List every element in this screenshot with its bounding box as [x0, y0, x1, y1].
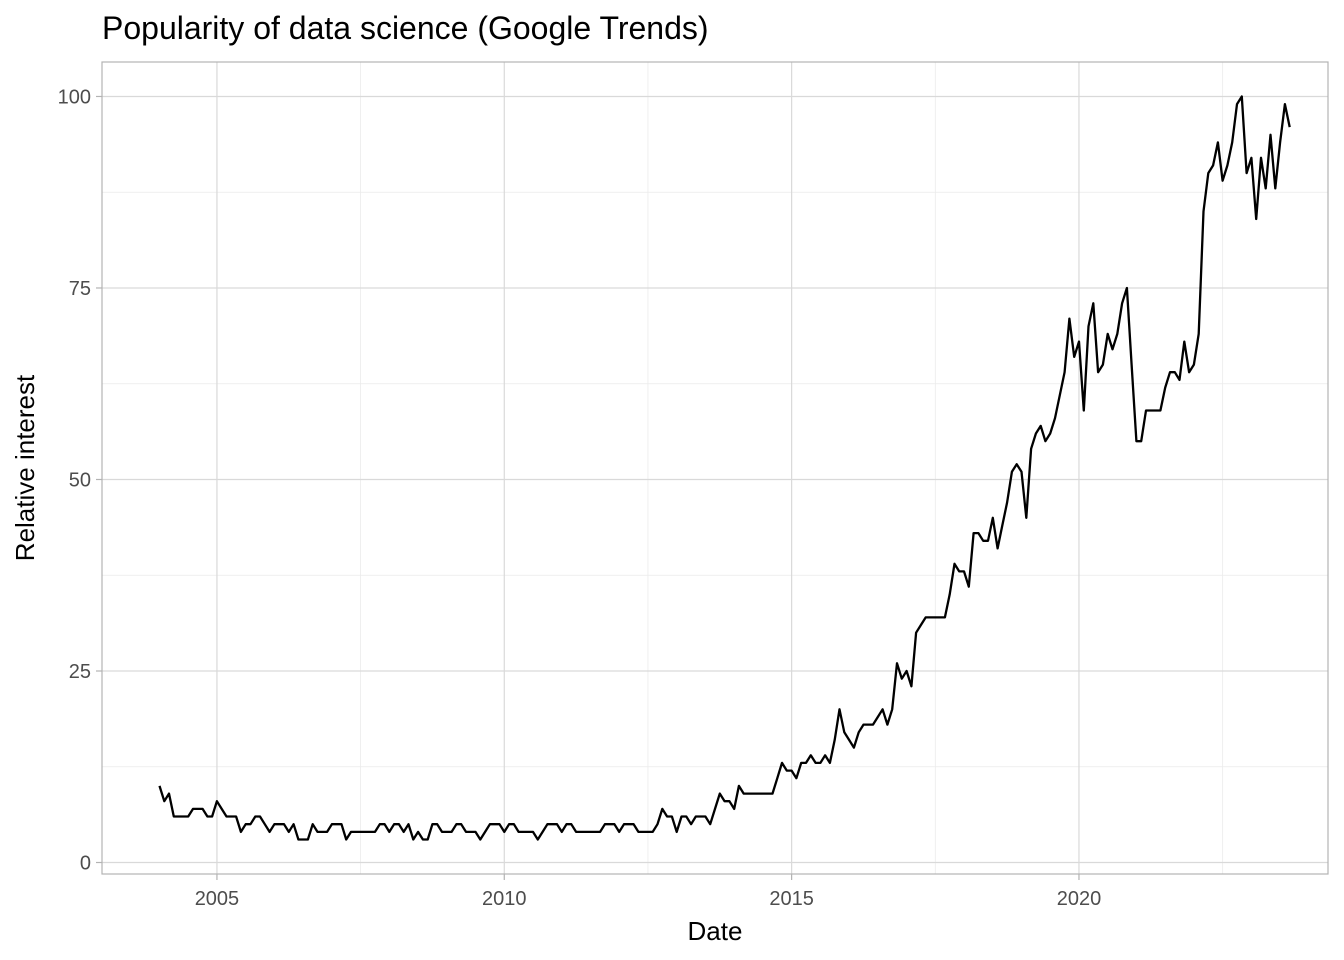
y-tick-label: 0 — [80, 853, 91, 875]
y-tick-label: 100 — [58, 86, 91, 108]
series-line — [158, 95, 1291, 841]
y-tick-label: 75 — [69, 278, 91, 300]
x-tick-label: 2020 — [1057, 888, 1102, 910]
x-tick-label: 2015 — [769, 888, 814, 910]
x-tick-label: 2005 — [195, 888, 240, 910]
y-tick-label: 25 — [69, 661, 91, 683]
x-axis-title: Date — [688, 916, 743, 946]
y-axis-title: Relative interest — [10, 374, 40, 561]
plot-panel-border — [101, 61, 1329, 875]
chart-title: Popularity of data science (Google Trend… — [102, 10, 709, 46]
y-tick-label: 50 — [69, 469, 91, 491]
x-tick-label: 2010 — [482, 888, 527, 910]
